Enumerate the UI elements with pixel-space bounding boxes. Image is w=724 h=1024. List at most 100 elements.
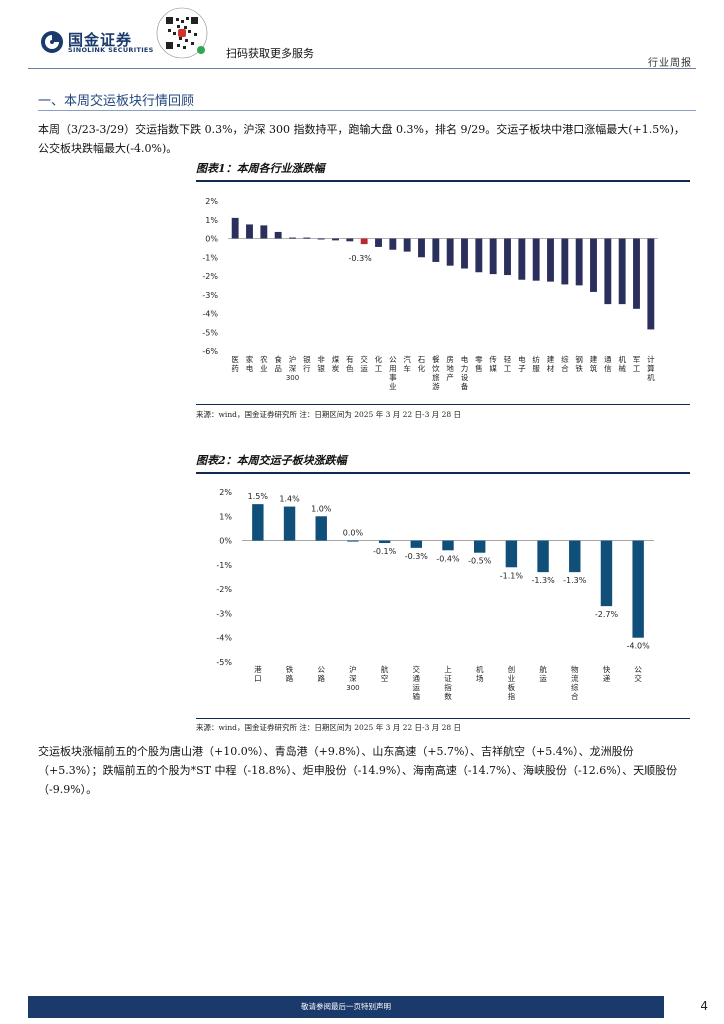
figure1-title: 图表1：本周各行业涨跌幅 xyxy=(196,162,325,175)
bar-沪深300 xyxy=(347,540,359,542)
x-tick-label: 通信 xyxy=(604,354,612,373)
x-tick-label: 非银 xyxy=(317,354,325,373)
bar-交运 xyxy=(360,238,368,245)
data-label: -1.3% xyxy=(531,576,555,585)
y-tick-label: 2% xyxy=(205,197,218,206)
bar-传媒 xyxy=(489,238,497,275)
data-label: -0.5% xyxy=(468,557,492,566)
bar-航空 xyxy=(378,540,391,543)
bar-创业板指 xyxy=(505,540,518,568)
bar-电子 xyxy=(518,238,526,280)
x-tick-label: 建材 xyxy=(547,354,555,373)
data-label: 1.5% xyxy=(248,492,269,501)
data-label: 1.0% xyxy=(311,504,332,513)
bar-通信 xyxy=(604,238,612,305)
bar-房地产 xyxy=(446,238,454,266)
x-tick-label: 交通运输 xyxy=(413,664,421,701)
x-tick-label: 航空 xyxy=(381,664,389,683)
y-tick-label: -6% xyxy=(202,347,218,356)
header-divider xyxy=(28,68,696,69)
x-tick-label: 公交 xyxy=(634,665,642,683)
x-tick-label: 航运 xyxy=(539,664,547,683)
data-label: -0.1% xyxy=(373,547,397,556)
x-tick-label: 综合 xyxy=(561,354,569,373)
x-tick-label: 化工 xyxy=(375,354,383,373)
scan-prompt: 扫码获取更多服务 xyxy=(226,47,314,60)
bar-银行 xyxy=(303,237,311,239)
x-tick-label: 家电 xyxy=(246,354,254,373)
bar-港口 xyxy=(252,504,264,541)
x-tick-label: 电子 xyxy=(518,354,526,373)
bar-餐饮旅游 xyxy=(432,238,440,262)
x-tick-label: 机械 xyxy=(618,354,626,373)
bar-非银 xyxy=(317,238,325,240)
bar-建筑 xyxy=(590,238,597,292)
footer-disclaimer[interactable]: 敬请参阅最后一页特别声明 xyxy=(301,1002,391,1011)
qr-code-icon[interactable] xyxy=(150,6,214,60)
y-tick-label: 0% xyxy=(219,537,232,546)
bar-煤炭 xyxy=(332,238,339,241)
section-title-text: 本周交运板块行情回顾 xyxy=(64,94,195,109)
bar-机场 xyxy=(473,540,486,553)
figure2-source: 来源：wind，国金证券研究所 注：日期区间为 2025 年 3 月 22 日-… xyxy=(196,723,462,732)
figure2-title: 图表2：本周交运子板块涨跌幅 xyxy=(196,454,347,467)
x-tick-label: 钢铁 xyxy=(575,354,583,373)
y-tick-label: 1% xyxy=(205,216,218,225)
bar-快递 xyxy=(600,540,613,607)
x-tick-label: 石化 xyxy=(418,355,426,373)
paragraph-top-stocks: 交运板块涨幅前五的个股为唐山港（+10.0%）、青岛港（+9.8%）、山东高速（… xyxy=(38,745,678,796)
y-tick-label: -5% xyxy=(202,328,218,337)
x-tick-label: 物流综合 xyxy=(571,664,579,701)
data-label: 1.4% xyxy=(279,495,300,504)
bar-家电 xyxy=(246,224,253,239)
bar-沪深300 xyxy=(289,237,296,239)
x-tick-label: 零售 xyxy=(475,355,483,373)
bar-钢铁 xyxy=(575,238,583,286)
logo-text-en: SINOLINK SECURITIES xyxy=(68,46,154,54)
x-tick-label: 军工 xyxy=(633,355,641,373)
bar-建材 xyxy=(547,238,554,282)
data-label: -0.3% xyxy=(405,552,429,561)
bar-食品 xyxy=(274,231,282,239)
data-label: 0.0% xyxy=(343,529,364,538)
x-tick-label: 上证指数 xyxy=(444,665,452,701)
report-type: 行业周报 xyxy=(648,58,692,69)
y-tick-label: -1% xyxy=(216,561,232,570)
y-tick-label: -2% xyxy=(216,585,232,594)
x-tick-label: 食品 xyxy=(274,354,282,373)
x-tick-label: 沪深 300 xyxy=(346,664,359,692)
bar-航运 xyxy=(537,540,549,573)
section-number: 一、 xyxy=(38,94,65,109)
section-divider xyxy=(38,110,696,111)
x-tick-label: 电力设备 xyxy=(461,354,469,391)
x-tick-label: 公用事业 xyxy=(389,355,397,391)
x-tick-label: 交运 xyxy=(360,354,368,373)
y-tick-label: -3% xyxy=(216,609,232,618)
data-label: -0.3% xyxy=(349,254,373,263)
logo-text-cn: 国金证券 xyxy=(68,31,133,49)
bar-军工 xyxy=(633,238,640,309)
transport-subsector-chart: 2% 1% 0% -1% -2% -3% -4% -5% 1.5% 港口 1.4% 铁路 1.0% 公路 0… xyxy=(216,488,654,701)
x-tick-label: 计算机 xyxy=(647,354,655,382)
bar-纺服 xyxy=(532,238,540,281)
y-tick-label: -4% xyxy=(202,310,218,319)
y-tick-label: -5% xyxy=(216,658,232,667)
x-tick-label: 银行 xyxy=(303,355,311,373)
data-label: -0.4% xyxy=(436,554,460,563)
y-tick-label: -2% xyxy=(202,272,218,281)
bar-公路 xyxy=(315,516,327,541)
bar-农业 xyxy=(260,225,268,239)
bar-医药 xyxy=(231,217,239,239)
y-tick-label: 0% xyxy=(205,235,218,244)
figure1-bottom-rule xyxy=(196,404,690,405)
y-tick-label: -1% xyxy=(202,253,218,262)
x-tick-label: 公路 xyxy=(317,665,325,683)
bar-公用事业 xyxy=(389,238,397,250)
figure1-source: 来源：wind，国金证券研究所 注：日期区间为 2025 年 3 月 22 日-… xyxy=(196,410,462,419)
bar-轻工 xyxy=(504,238,511,276)
figure2-bottom-rule xyxy=(196,718,690,719)
data-label: -4.0% xyxy=(627,642,651,651)
x-tick-label: 铁路 xyxy=(286,664,294,683)
data-label: -2.7% xyxy=(595,610,619,619)
